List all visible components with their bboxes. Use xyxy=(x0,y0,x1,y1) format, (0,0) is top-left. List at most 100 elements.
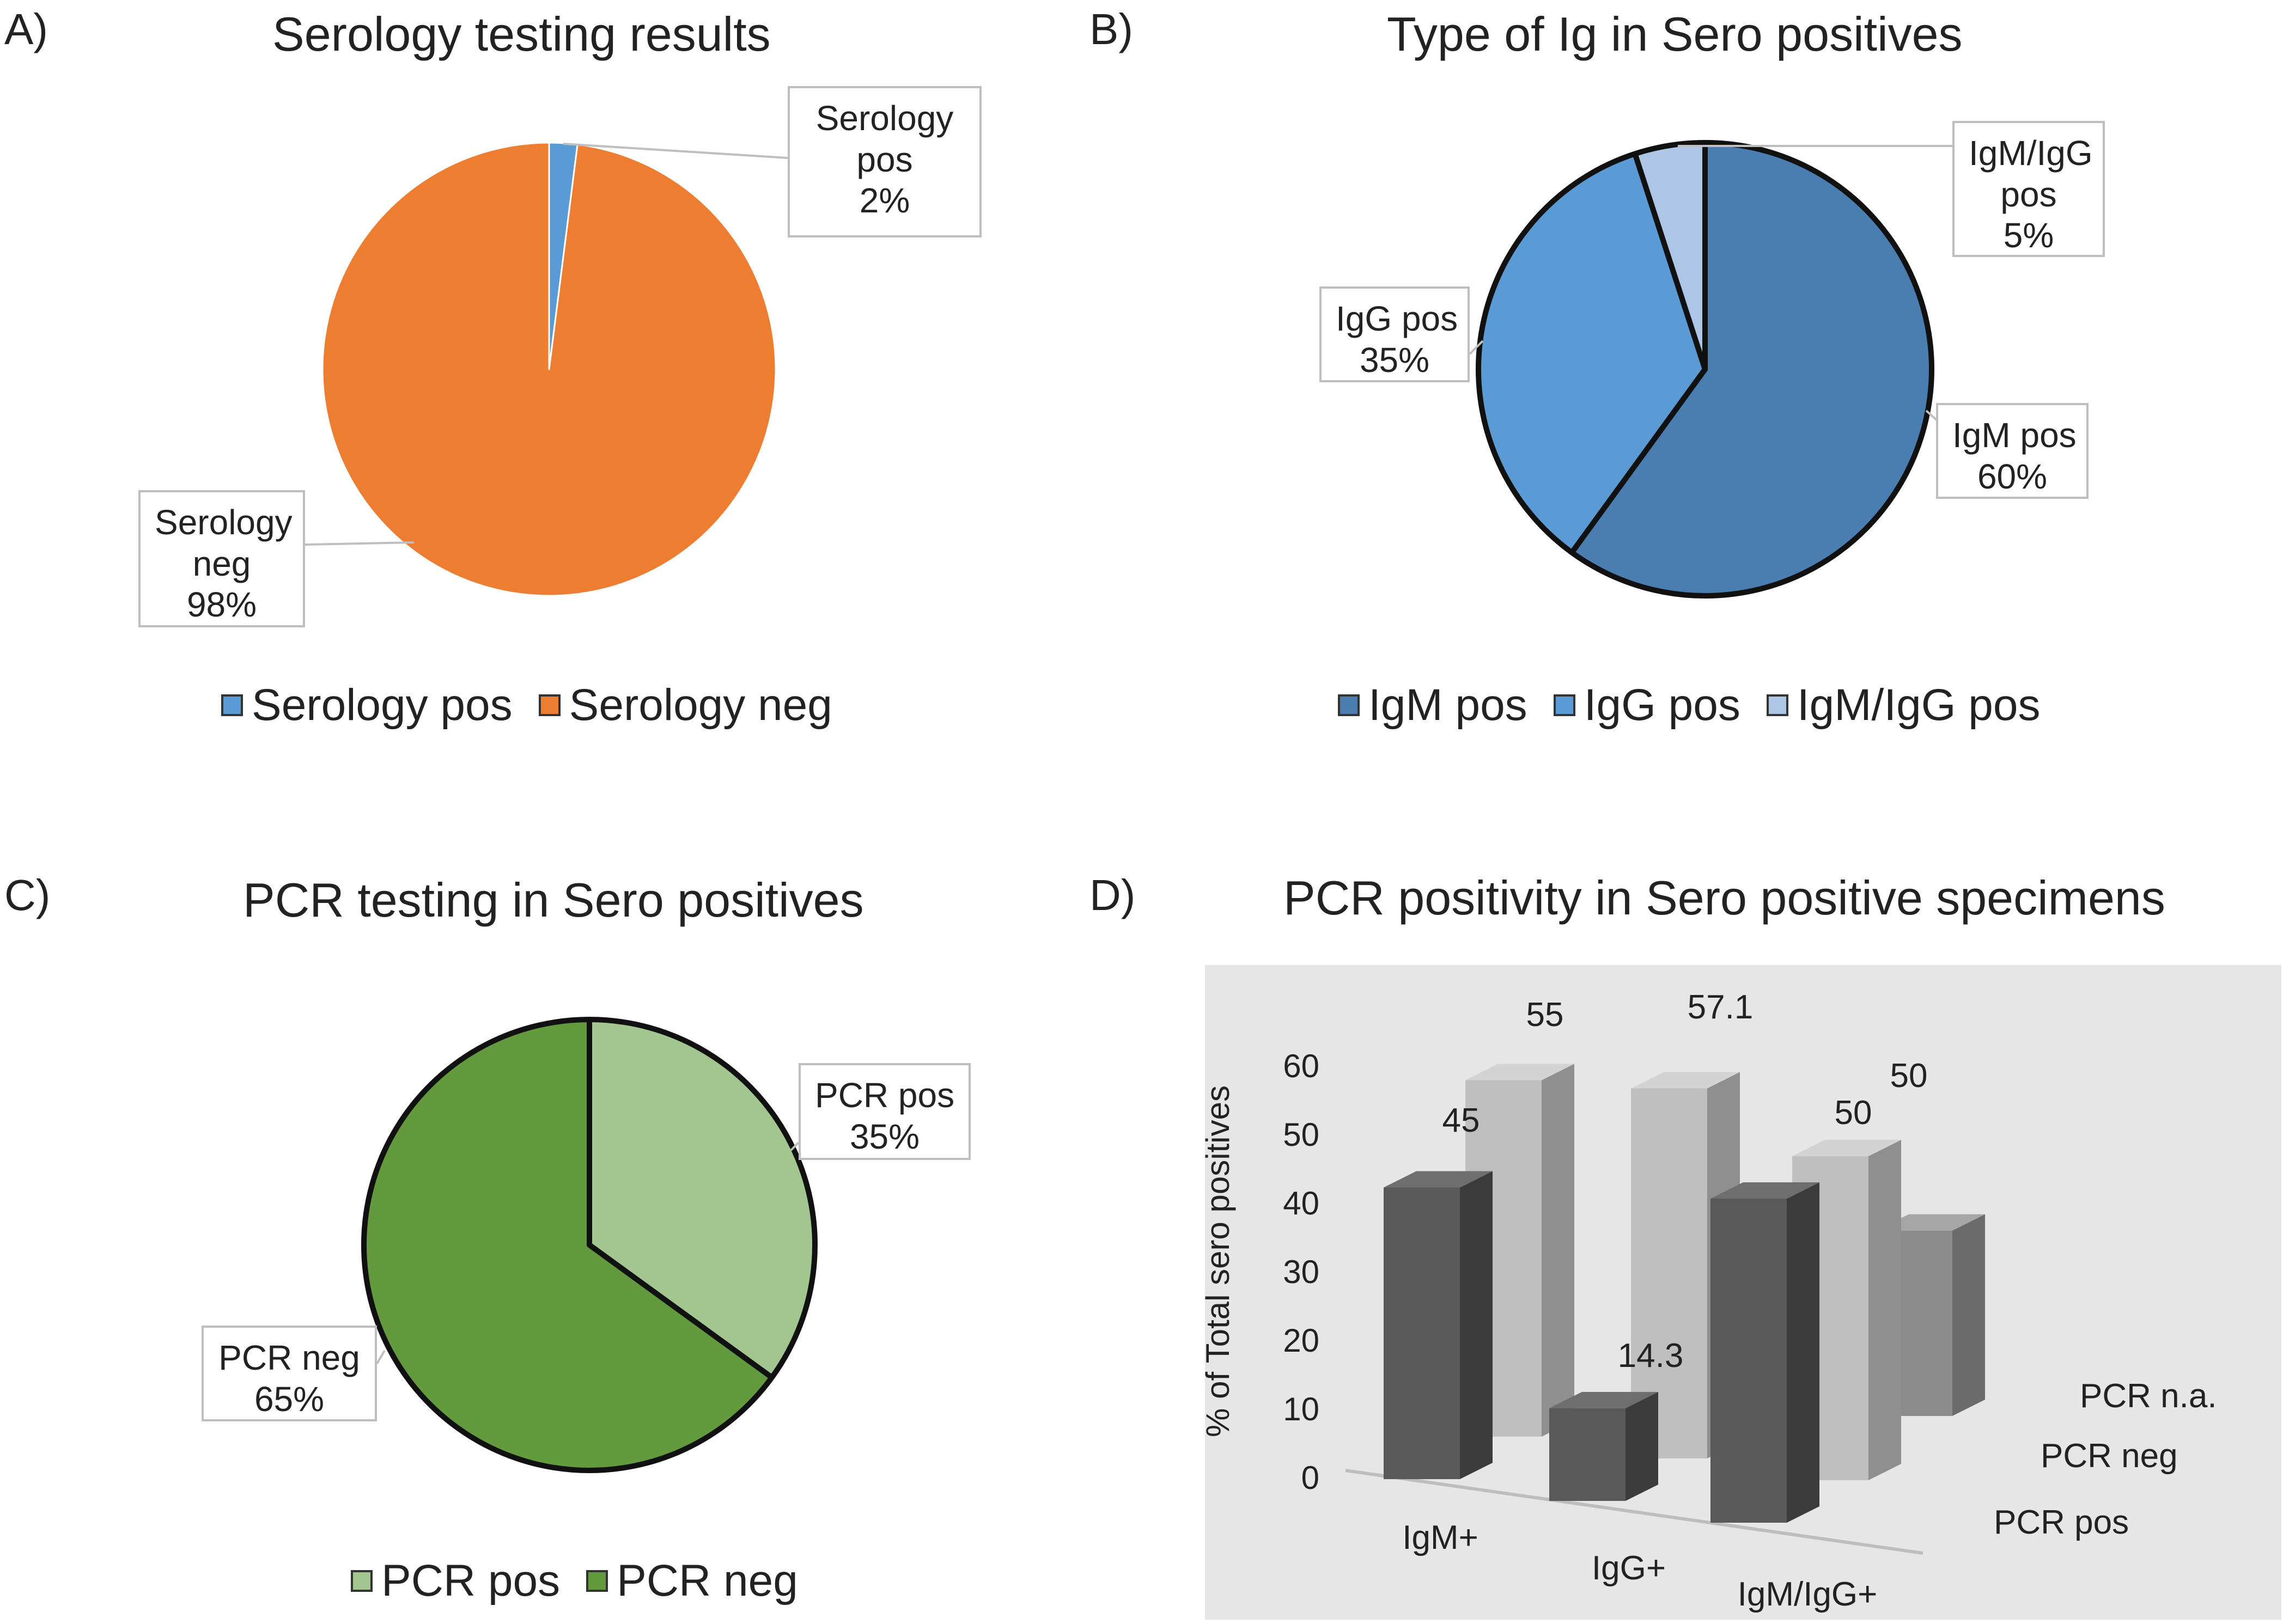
panel-c-title: PCR testing in Sero positives xyxy=(243,873,864,927)
callout-leader-line xyxy=(305,541,415,546)
depth-axis-label: PCR n.a. xyxy=(2080,1377,2217,1415)
y-axis-title: % of Total sero positives xyxy=(1200,1085,1236,1437)
bar-front-face xyxy=(1710,1199,1787,1523)
pie-slice-serology-neg xyxy=(321,142,777,597)
legend-item: Serology pos xyxy=(221,680,513,731)
x-category-label: IgG+ xyxy=(1592,1549,1666,1587)
legend-label: IgM pos xyxy=(1368,680,1527,730)
legend-item: PCR neg xyxy=(586,1555,798,1607)
legend-item: IgM/IgG pos xyxy=(1766,680,2041,731)
legend-panel-b: IgM pos IgG pos IgM/IgG pos xyxy=(1338,680,2041,731)
legend-item: IgM pos xyxy=(1338,680,1527,731)
panel-a-title: Serology testing results xyxy=(272,7,771,61)
bar-pcr-pos-igm-igg- xyxy=(1710,1182,1819,1523)
callout-line: Serology xyxy=(155,503,293,542)
bar-top-face xyxy=(1465,1064,1574,1080)
legend-swatch xyxy=(1766,694,1788,716)
bar-side-face xyxy=(1460,1171,1493,1479)
callout-igm-pos: IgM pos 60% xyxy=(1936,403,2089,499)
legend-swatch xyxy=(1338,694,1360,716)
bar-front-face xyxy=(1384,1187,1460,1479)
chart-floor-line xyxy=(1345,1469,1923,1555)
callout-pcr-neg: PCR neg 65% xyxy=(202,1326,377,1421)
legend-item: Serology neg xyxy=(538,680,832,731)
bar-top-face xyxy=(1792,1140,1901,1156)
callout-line: 5% xyxy=(2003,216,2054,255)
callout-leader-line xyxy=(1925,410,1938,422)
y-tick-label: 60 xyxy=(1283,1048,1319,1084)
legend-item: IgG pos xyxy=(1553,680,1740,731)
pie-slice-pcr-neg xyxy=(361,1017,775,1473)
bar-data-label: 55 xyxy=(1526,996,1564,1034)
legend-label: IgG pos xyxy=(1584,680,1740,730)
bar-top-face xyxy=(1710,1182,1819,1199)
bar-data-label: 14.3 xyxy=(1618,1337,1684,1375)
callout-line: 65% xyxy=(254,1379,325,1419)
callout-igg-pos: IgG pos 35% xyxy=(1319,286,1470,382)
callout-serology-pos: Serology pos 2% xyxy=(788,86,982,237)
callout-line: IgM/IgG xyxy=(1969,133,2093,173)
legend-item: PCR pos xyxy=(351,1555,560,1607)
y-tick-label: 40 xyxy=(1283,1185,1319,1222)
callout-leader-line xyxy=(790,1141,800,1151)
callout-line: IgG pos xyxy=(1336,299,1458,338)
legend-panel-a: Serology pos Serology neg xyxy=(221,680,832,731)
panel-b-letter: B) xyxy=(1089,5,1133,53)
legend-label: PCR neg xyxy=(617,1556,798,1605)
callout-leader-line xyxy=(1469,340,1484,355)
bar-pcr-pos-igg- xyxy=(1549,1391,1658,1501)
callout-line: 35% xyxy=(849,1116,920,1156)
callout-line: 35% xyxy=(1359,340,1430,380)
legend-label: IgM/IgG pos xyxy=(1797,680,2041,730)
panel-d-title: PCR positivity in Sero positive specimen… xyxy=(1283,871,2165,925)
panel-d-letter: D) xyxy=(1089,871,1136,919)
y-tick-label: 0 xyxy=(1301,1460,1319,1496)
callout-line: 60% xyxy=(1977,456,2048,496)
y-tick-label: 10 xyxy=(1283,1391,1319,1427)
callout-line: 98% xyxy=(186,585,257,625)
bar-top-face xyxy=(1384,1171,1493,1188)
callout-leader-line xyxy=(376,1350,386,1365)
bar-top-face xyxy=(1549,1391,1658,1408)
depth-axis-label: PCR neg xyxy=(2041,1437,2178,1475)
bar-front-face xyxy=(1549,1408,1626,1501)
bar-data-label: 45 xyxy=(1442,1102,1480,1139)
callout-pcr-pos: PCR pos 35% xyxy=(799,1063,971,1160)
callout-line: neg xyxy=(192,544,251,583)
callout-serology-neg: Serology neg 98% xyxy=(138,490,305,627)
bar-side-face xyxy=(1868,1140,1901,1480)
legend-label: Serology pos xyxy=(252,680,513,730)
pie-slice-igm-igg-pos xyxy=(1632,140,1708,372)
bar-side-face xyxy=(1787,1182,1819,1523)
callout-line: Serology xyxy=(815,99,954,138)
panel-a-letter: A) xyxy=(4,5,48,53)
callout-line: pos xyxy=(856,139,913,179)
pie-slice-pcr-pos xyxy=(587,1017,818,1381)
callout-line: PCR pos xyxy=(815,1076,955,1115)
bar-data-label: 57.1 xyxy=(1688,988,1754,1026)
callout-leader-line xyxy=(563,143,788,159)
panel-b-title: Type of Ig in Sero positives xyxy=(1387,7,1963,61)
callout-line: 2% xyxy=(859,181,910,221)
legend-swatch xyxy=(221,694,243,716)
pie-slice-igm-pos xyxy=(1569,140,1934,599)
bar-side-face xyxy=(1952,1214,1985,1416)
callout-line: IgM pos xyxy=(1952,416,2077,455)
bar-top-face xyxy=(1631,1072,1740,1089)
legend-swatch xyxy=(351,1570,373,1592)
callout-line: PCR neg xyxy=(218,1338,360,1377)
depth-axis-label: PCR pos xyxy=(1994,1504,2129,1541)
legend-label: PCR pos xyxy=(381,1556,561,1605)
legend-swatch xyxy=(538,694,561,716)
y-tick-label: 30 xyxy=(1283,1254,1319,1290)
bar-side-face xyxy=(1626,1391,1658,1501)
panel-c-letter: C) xyxy=(4,871,51,919)
x-category-label: IgM/IgG+ xyxy=(1738,1576,1878,1613)
callout-igm-igg-pos: IgM/IgG pos 5% xyxy=(1952,121,2105,257)
x-category-label: IgM+ xyxy=(1402,1519,1478,1556)
legend-swatch xyxy=(1553,694,1575,716)
